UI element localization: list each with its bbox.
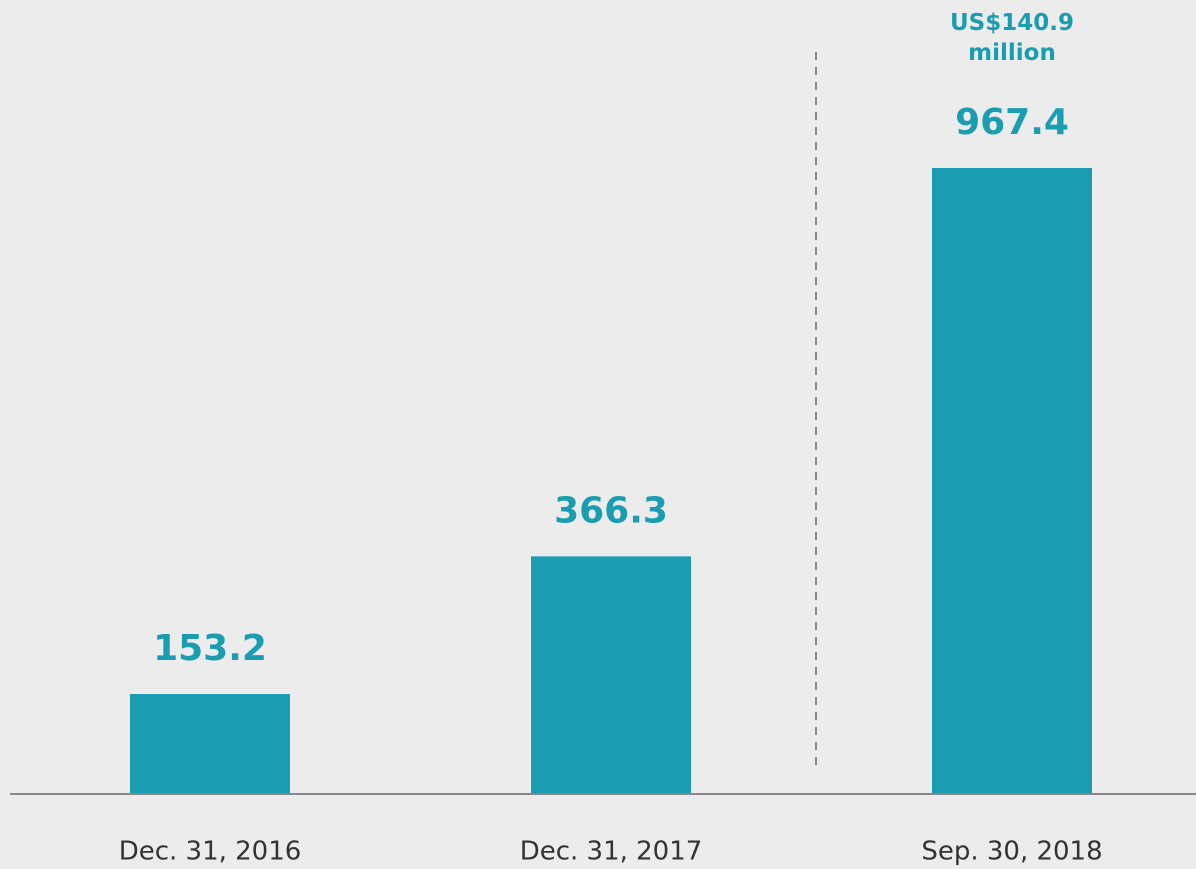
bar — [130, 694, 290, 793]
x-tick-label: Sep. 30, 2018 — [921, 837, 1102, 867]
annotation: US$140.9 million — [950, 10, 1074, 66]
value-label: 967.4 — [955, 102, 1069, 143]
x-tick-label: Dec. 31, 2016 — [119, 837, 302, 867]
bar — [932, 168, 1092, 793]
x-tick-label: Dec. 31, 2017 — [520, 837, 703, 867]
bar — [531, 556, 691, 793]
value-label: 366.3 — [554, 490, 668, 531]
value-label: 153.2 — [153, 628, 267, 669]
